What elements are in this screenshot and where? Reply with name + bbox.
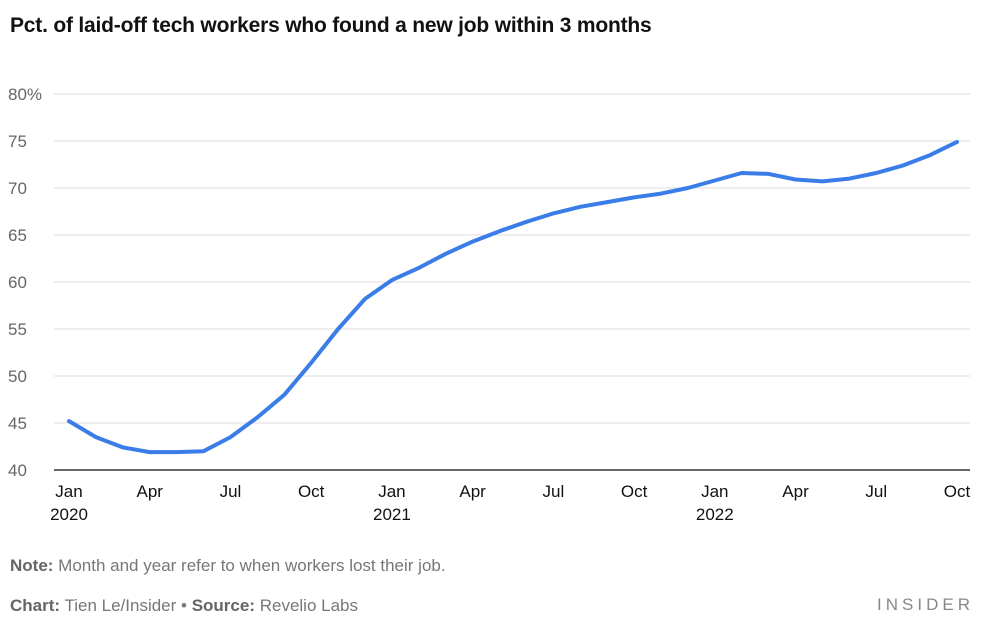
source-label: Source: [191,596,255,615]
y-tick-label: 80% [8,85,42,104]
x-tick-year-label: 2020 [50,505,88,524]
x-tick-label: Apr [459,482,486,501]
x-tick-label: Oct [944,482,971,501]
y-tick-label: 75 [8,132,27,151]
chart-credits: Chart: Tien Le/Insider • Source: Revelio… [10,596,358,616]
source-text: Revelio Labs [255,596,359,615]
line-chart: 80% 75 70 65 60 55 50 45 40 Jan 2020 Apr Jul Oct Jan 20… [8,85,971,524]
y-tick-label: 55 [8,320,27,339]
x-tick-year-label: 2021 [373,505,411,524]
y-tick-label: 50 [8,367,27,386]
note-text: Month and year refer to when workers los… [53,556,446,575]
insider-logo: INSIDER [877,595,974,614]
x-tick-label: Apr [782,482,809,501]
y-tick-label: 70 [8,179,27,198]
chart-note: Note: Month and year refer to when worke… [10,556,446,576]
chart-title: Pct. of laid-off tech workers who found … [10,14,652,37]
x-tick-label: Jul [220,482,242,501]
chart-credit-label: Chart: [10,596,61,615]
x-tick-label: Jul [542,482,564,501]
x-tick-label: Jul [865,482,887,501]
x-tick-label: Jan [378,482,405,501]
y-tick-label: 65 [8,226,27,245]
series-line [67,139,959,455]
chart-credit-text: Tien Le/Insider • [60,596,192,615]
x-tick-label: Apr [136,482,163,501]
x-tick-label: Jan [55,482,82,501]
x-tick-label: Oct [298,482,325,501]
x-tick-label: Jan [701,482,728,501]
y-tick-label: 60 [8,273,27,292]
x-tick-year-label: 2022 [696,505,734,524]
note-label: Note: [10,556,54,575]
y-tick-label: 45 [8,414,27,433]
x-tick-label: Oct [621,482,648,501]
y-tick-label: 40 [8,461,27,480]
